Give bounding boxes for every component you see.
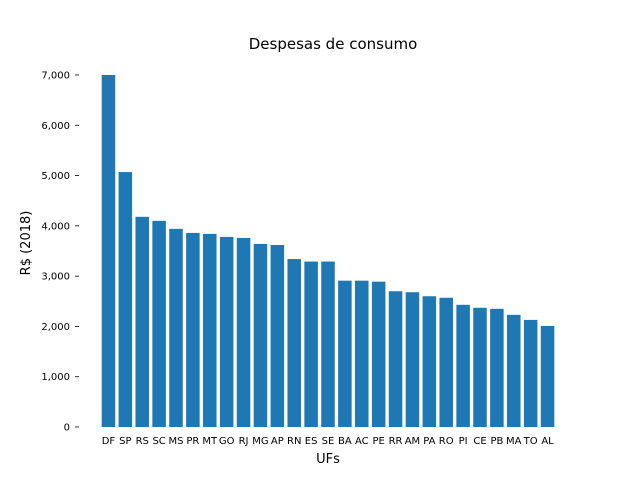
bar-to bbox=[523, 319, 538, 427]
bar-go bbox=[219, 236, 234, 427]
bar-ms bbox=[169, 228, 183, 427]
x-tick-label: MG bbox=[252, 436, 268, 447]
x-tick-label: AP bbox=[271, 436, 284, 447]
x-tick-label: MT bbox=[202, 436, 218, 447]
x-tick-label: TO bbox=[523, 436, 538, 447]
bar-rs bbox=[135, 216, 149, 427]
x-axis: DF SP RS SC MS PR MT GO RJ MG AP RN ES SE BA AC PE RR AM PA… bbox=[102, 436, 554, 447]
x-tick-label: AL bbox=[541, 436, 554, 447]
bar-rr bbox=[388, 291, 403, 427]
x-axis-label: UFs bbox=[316, 452, 340, 467]
y-tick-label: 7,000 bbox=[41, 71, 70, 82]
x-tick-label: RR bbox=[389, 436, 403, 447]
bar-sp bbox=[118, 172, 133, 427]
bar-pe bbox=[371, 281, 386, 427]
bar-ro bbox=[439, 297, 453, 427]
y-axis: 0 1,000 2,000 3,000 4,000 5,000 6,000 7,000 bbox=[41, 71, 79, 434]
x-tick-label: RO bbox=[439, 436, 454, 447]
x-tick-label: SE bbox=[322, 436, 335, 447]
x-tick-label: GO bbox=[219, 436, 235, 447]
x-tick-label: DF bbox=[102, 436, 116, 447]
bar-al bbox=[540, 325, 555, 427]
bar-ma bbox=[507, 314, 521, 427]
x-tick-label: PI bbox=[459, 436, 468, 447]
bar-ba bbox=[338, 280, 352, 427]
y-tick-label: 3,000 bbox=[41, 272, 70, 283]
x-tick-label: SP bbox=[119, 436, 131, 447]
x-tick-label: BA bbox=[338, 436, 352, 447]
y-tick-label: 0 bbox=[64, 423, 70, 434]
x-tick-label: PA bbox=[423, 436, 435, 447]
x-tick-label: RS bbox=[136, 436, 149, 447]
bar-pr bbox=[186, 232, 200, 427]
x-tick-label: PE bbox=[372, 436, 384, 447]
bar-mg bbox=[253, 243, 268, 427]
x-tick-label: RJ bbox=[239, 436, 249, 447]
bar-ce bbox=[473, 307, 487, 427]
y-tick-label: 5,000 bbox=[41, 171, 70, 182]
x-tick-label: PR bbox=[186, 436, 199, 447]
y-tick-label: 6,000 bbox=[41, 121, 70, 132]
bar-es bbox=[304, 261, 318, 427]
x-tick-label: SC bbox=[152, 436, 165, 447]
bar-ac bbox=[355, 280, 369, 427]
y-axis-label: R$ (2018) bbox=[19, 211, 34, 276]
bar-rn bbox=[287, 259, 301, 427]
x-tick-label: CE bbox=[473, 436, 486, 447]
bar-pi bbox=[456, 304, 470, 427]
chart-title: Despesas de consumo bbox=[249, 35, 418, 53]
x-tick-label: AM bbox=[405, 436, 420, 447]
bar-se bbox=[321, 261, 335, 427]
y-tick-label: 2,000 bbox=[41, 322, 70, 333]
bar-pb bbox=[490, 308, 504, 427]
bar-rj bbox=[236, 237, 251, 427]
x-tick-label: AC bbox=[355, 436, 369, 447]
bar-df bbox=[101, 75, 116, 427]
x-tick-label: RN bbox=[287, 436, 301, 447]
bar-ap bbox=[270, 244, 285, 427]
x-tick-label: ES bbox=[305, 436, 318, 447]
x-tick-label: PB bbox=[490, 436, 503, 447]
bar-sc bbox=[152, 220, 166, 427]
y-tick-label: 4,000 bbox=[41, 221, 70, 232]
x-tick-label: MS bbox=[169, 436, 184, 447]
x-tick-label: MA bbox=[506, 436, 522, 447]
bar-mt bbox=[203, 233, 217, 427]
bar-pa bbox=[422, 296, 437, 427]
y-tick-label: 1,000 bbox=[41, 372, 70, 383]
bars-group bbox=[101, 75, 555, 427]
bar-am bbox=[405, 292, 420, 427]
